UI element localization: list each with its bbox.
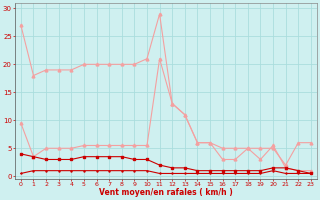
X-axis label: Vent moyen/en rafales ( km/h ): Vent moyen/en rafales ( km/h ) — [99, 188, 233, 197]
